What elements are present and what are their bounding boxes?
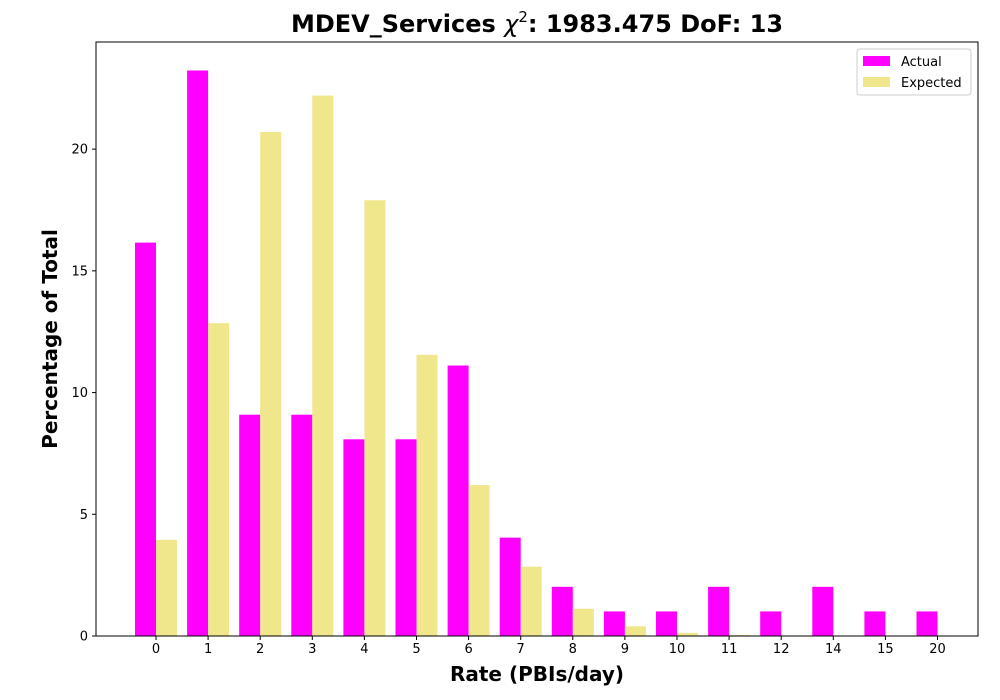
bar-actual-9 [603, 611, 625, 636]
x-tick-label: 11 [721, 642, 738, 657]
y-axis-label: Percentage of Total [38, 229, 62, 449]
bar-actual-14 [812, 586, 834, 636]
x-tick-label: 6 [464, 642, 472, 657]
bar-actual-4 [343, 439, 365, 636]
bar-actual-1 [187, 70, 209, 636]
x-tick-label: 15 [877, 642, 894, 657]
bar-expected-5 [416, 354, 438, 636]
bar-expected-10 [677, 632, 698, 636]
bar-actual-11 [708, 586, 730, 636]
bar-expected-0 [156, 539, 177, 636]
bar-expected-2 [260, 132, 282, 636]
y-axis-ticks: 0 5 10 15 20 [71, 143, 96, 645]
bar-actual-8 [551, 586, 573, 636]
plot-area-frame [95, 41, 979, 637]
bar-actual-6 [447, 365, 469, 636]
legend-swatch-expected [863, 77, 890, 87]
x-tick-label: 8 [569, 642, 577, 657]
x-tick-label: 20 [929, 642, 946, 657]
bar-expected-4 [364, 200, 386, 636]
x-tick-label: 7 [517, 642, 525, 657]
bar-expected-9 [624, 626, 646, 636]
bar-expected-3 [312, 95, 334, 637]
x-axis-label: Rate (PBIs/day) [450, 662, 624, 686]
bar-expected-6 [468, 485, 490, 636]
x-tick-label: 5 [412, 642, 420, 657]
x-tick-label: 14 [825, 642, 842, 657]
x-tick-label: 0 [152, 642, 160, 657]
y-tick-label: 0 [80, 630, 88, 645]
bar-actual-15 [864, 611, 886, 636]
bar-actual-12 [760, 611, 782, 636]
x-tick-label: 3 [308, 642, 316, 657]
y-tick-label: 15 [71, 264, 88, 279]
y-tick-label: 10 [71, 386, 88, 401]
bar-actual-3 [291, 414, 313, 636]
bar-actual-10 [656, 611, 677, 636]
x-tick-label: 10 [669, 642, 686, 657]
bar-expected-7 [520, 566, 542, 636]
bar-expected-1 [208, 323, 230, 636]
x-tick-label: 12 [773, 642, 790, 657]
x-tick-label: 9 [621, 642, 629, 657]
y-tick-label: 20 [71, 143, 88, 158]
x-tick-label: 1 [204, 642, 212, 657]
x-tick-label: 2 [256, 642, 264, 657]
legend: Actual Expected [856, 48, 972, 96]
bar-actual-2 [239, 414, 261, 636]
bar-actual-20 [916, 611, 938, 636]
bar-expected-8 [572, 608, 594, 636]
bar-actual-5 [395, 439, 417, 636]
legend-swatch-actual [863, 56, 890, 66]
legend-label-expected: Expected [901, 76, 962, 91]
bar-actual-0 [135, 242, 156, 636]
y-tick-label: 5 [80, 508, 88, 523]
legend-label-actual: Actual [901, 55, 942, 70]
bars-group [135, 70, 938, 637]
x-axis-ticks: 0 1 2 3 4 5 6 7 8 9 10 11 12 14 15 20 [152, 636, 946, 657]
bar-actual-7 [499, 537, 521, 636]
x-tick-label: 4 [360, 642, 368, 657]
chart-title: MDEV_Services χ2: 1983.475 DoF: 13 [291, 8, 783, 38]
